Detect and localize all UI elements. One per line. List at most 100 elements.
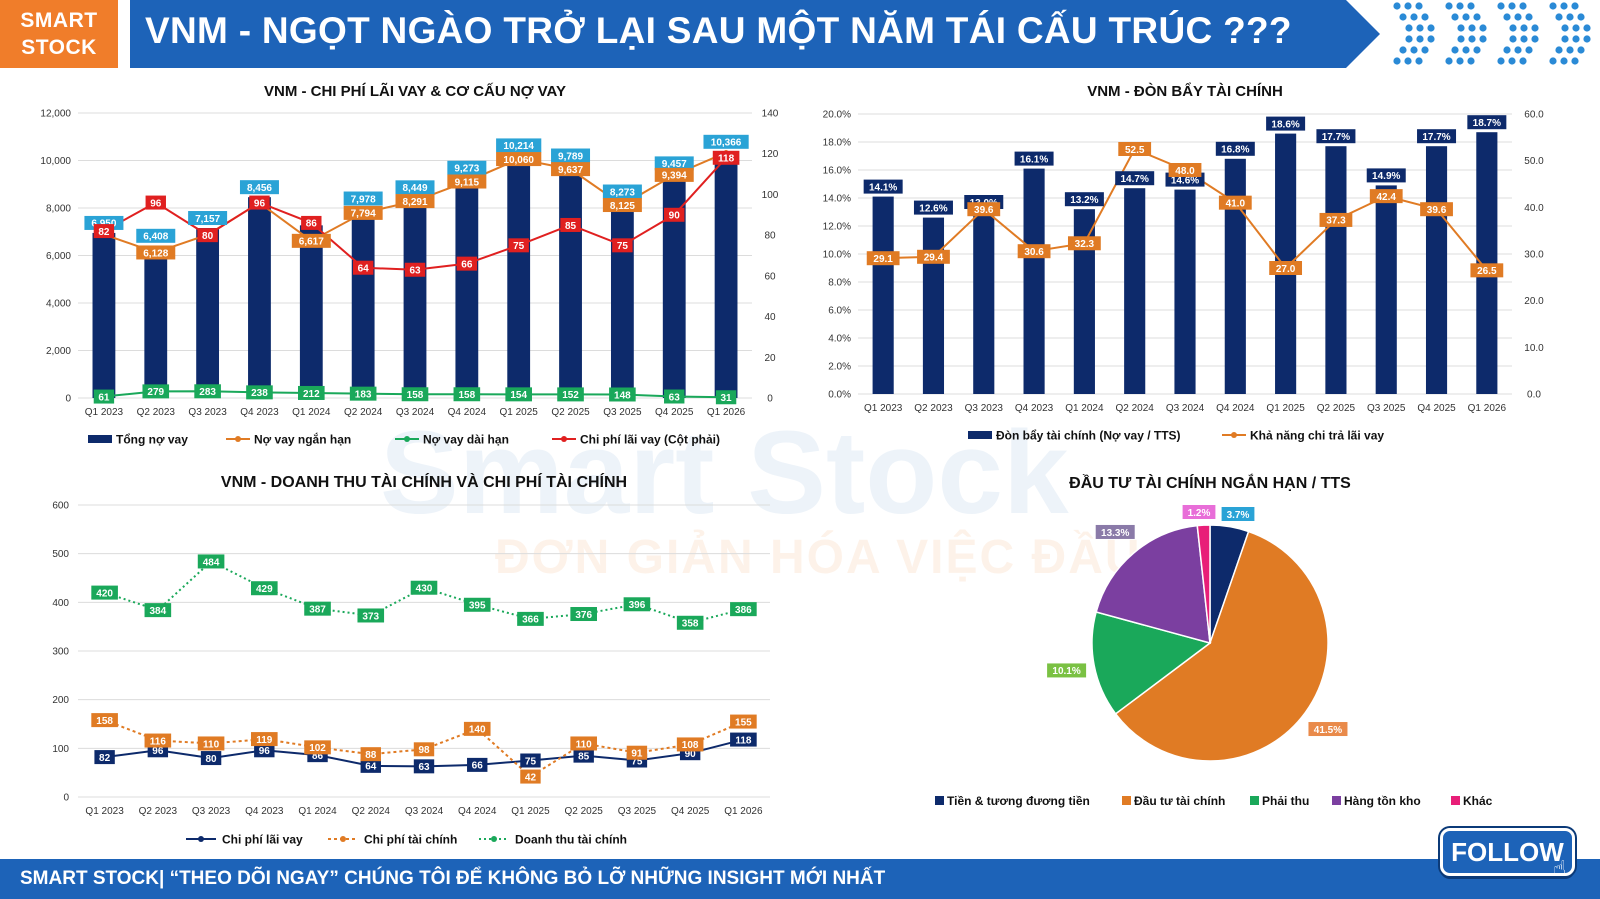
series-point xyxy=(1031,248,1037,254)
point-label: 148 xyxy=(614,390,631,401)
point-label-bg xyxy=(401,387,429,402)
point-label-bg xyxy=(520,753,541,768)
series-point xyxy=(981,206,987,212)
series-point xyxy=(880,255,886,261)
series-point xyxy=(464,391,470,397)
series-point xyxy=(412,198,418,204)
point-label-bg xyxy=(866,251,900,266)
point-label-bg xyxy=(298,385,325,400)
bar-label: 17.7% xyxy=(1422,132,1450,143)
x-tick: Q4 2023 xyxy=(240,407,279,418)
point-label-bg xyxy=(676,615,704,630)
point-label: 31 xyxy=(721,393,733,404)
bar-label-bg xyxy=(1014,151,1054,166)
legend-marker xyxy=(198,836,204,842)
point-label-bg xyxy=(142,384,170,399)
series-point xyxy=(261,736,267,742)
x-tick: Q1 2023 xyxy=(85,806,124,817)
dot xyxy=(1571,2,1579,10)
point-label: 30.6 xyxy=(1024,247,1044,258)
bar-label-bg xyxy=(1316,129,1356,144)
pie-label-bg xyxy=(1221,507,1255,521)
point-label: 75 xyxy=(513,241,525,252)
series-point xyxy=(581,611,587,617)
dot xyxy=(1451,46,1459,54)
point-label-bg xyxy=(508,238,529,253)
point-label: 88 xyxy=(365,750,377,761)
series-point xyxy=(412,391,418,397)
series-point xyxy=(1132,146,1138,152)
bar-leverage xyxy=(1325,146,1347,394)
dot xyxy=(1456,2,1464,10)
series-point xyxy=(1383,193,1389,199)
point-label: 98 xyxy=(418,745,430,756)
point-label: 32.3 xyxy=(1075,239,1095,250)
bar-label-bg xyxy=(1064,192,1104,207)
series-line xyxy=(104,719,744,778)
dot xyxy=(1525,13,1533,21)
series-point xyxy=(516,391,522,397)
y-left-tick: 2,000 xyxy=(46,346,71,357)
series-point xyxy=(101,228,107,234)
legend-swatch xyxy=(1332,796,1341,805)
point-label-bg xyxy=(307,748,328,763)
y-right-tick: 60.0 xyxy=(1524,110,1544,121)
bar-total-debt xyxy=(714,151,738,398)
series-point xyxy=(464,179,470,185)
x-tick: Q1 2026 xyxy=(724,806,763,817)
series-line xyxy=(103,157,727,271)
chart1-title: VNM - CHI PHÍ LÃI VAY & CƠ CẤU NỢ VAY xyxy=(264,82,566,100)
dot xyxy=(1577,13,1585,21)
dot xyxy=(1566,46,1574,54)
point-label: 9,637 xyxy=(558,165,583,176)
point-label: 155 xyxy=(735,717,752,728)
point-label: 116 xyxy=(150,736,167,747)
point-label: 6,128 xyxy=(143,248,168,259)
point-label: 376 xyxy=(575,610,592,621)
follow-button[interactable]: FOLLOW xyxy=(1440,828,1575,876)
point-label-bg xyxy=(463,721,491,736)
point-label-bg xyxy=(147,743,169,758)
bar-total-debt xyxy=(351,208,375,398)
bar-total-debt xyxy=(299,225,323,398)
point-label-bg xyxy=(251,732,278,747)
dot xyxy=(1445,57,1453,65)
point-label-bg xyxy=(254,743,275,758)
series-point xyxy=(360,391,366,397)
point-label: 61 xyxy=(98,392,110,403)
point-label: 82 xyxy=(99,753,111,764)
series-point xyxy=(723,394,729,400)
bar-leverage xyxy=(1425,146,1448,394)
series-point xyxy=(421,585,427,591)
point-label-bg xyxy=(551,162,591,177)
dot xyxy=(1497,2,1505,10)
x-tick: Q3 2024 xyxy=(1166,403,1205,414)
dot xyxy=(1462,13,1470,21)
series-line xyxy=(104,738,744,768)
bar-label-bg xyxy=(551,148,591,163)
series-point xyxy=(671,172,677,178)
dot xyxy=(1566,13,1574,21)
bar-label-bg xyxy=(84,215,124,230)
point-label: 118 xyxy=(718,154,735,165)
y-left-tick: 16.0% xyxy=(823,166,851,177)
series-point xyxy=(527,616,533,622)
series-point xyxy=(723,150,729,156)
bar-leverage xyxy=(1275,133,1297,394)
dot xyxy=(1555,46,1563,54)
dot xyxy=(1479,35,1487,43)
bar-label: 14.9% xyxy=(1372,171,1400,182)
point-label: 484 xyxy=(203,557,220,568)
point-label: 366 xyxy=(522,615,539,626)
y-tick: 0 xyxy=(63,793,69,804)
y-left-tick: 6,000 xyxy=(46,251,71,262)
series-point xyxy=(368,751,374,757)
point-label: 9,115 xyxy=(455,177,480,188)
dot xyxy=(1514,13,1522,21)
series-point xyxy=(208,558,214,564)
series-point xyxy=(634,601,640,607)
bar-label-bg xyxy=(395,180,435,195)
point-label: 27.0 xyxy=(1276,264,1296,275)
point-label-bg xyxy=(197,736,225,751)
legend-label: Khác xyxy=(1463,794,1493,808)
